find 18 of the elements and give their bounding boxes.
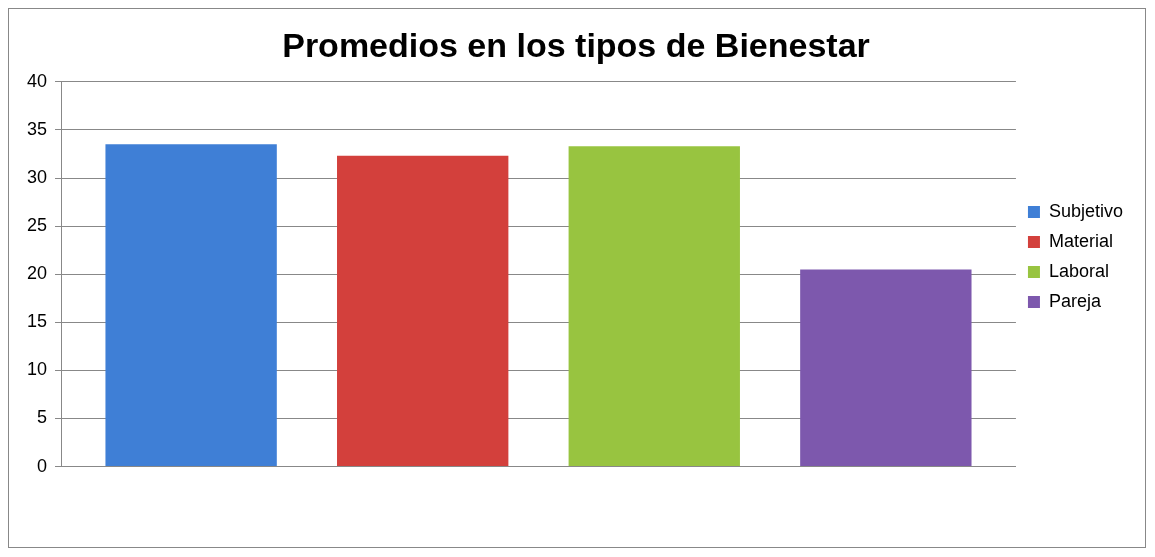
chart-title: Promedios en los tipos de Bienestar <box>282 25 870 64</box>
bar <box>568 146 740 467</box>
legend-label: Pareja <box>1048 290 1102 311</box>
y-tick-label: 40 <box>26 70 48 91</box>
legend-label: Material <box>1048 230 1113 251</box>
y-tick-label: 10 <box>26 359 48 380</box>
y-tick-label: 30 <box>26 166 48 187</box>
y-tick-label: 0 <box>37 455 48 476</box>
bar <box>800 269 972 467</box>
y-tick-label: 5 <box>37 407 48 428</box>
y-tick-label: 15 <box>26 311 48 332</box>
y-tick-label: 20 <box>26 263 48 284</box>
bar <box>337 155 509 467</box>
bar <box>105 144 277 467</box>
y-tick-label: 35 <box>26 118 48 139</box>
y-tick-label: 25 <box>26 215 48 236</box>
legend-label: Laboral <box>1048 260 1109 281</box>
legend-label: Subjetivo <box>1048 200 1124 221</box>
